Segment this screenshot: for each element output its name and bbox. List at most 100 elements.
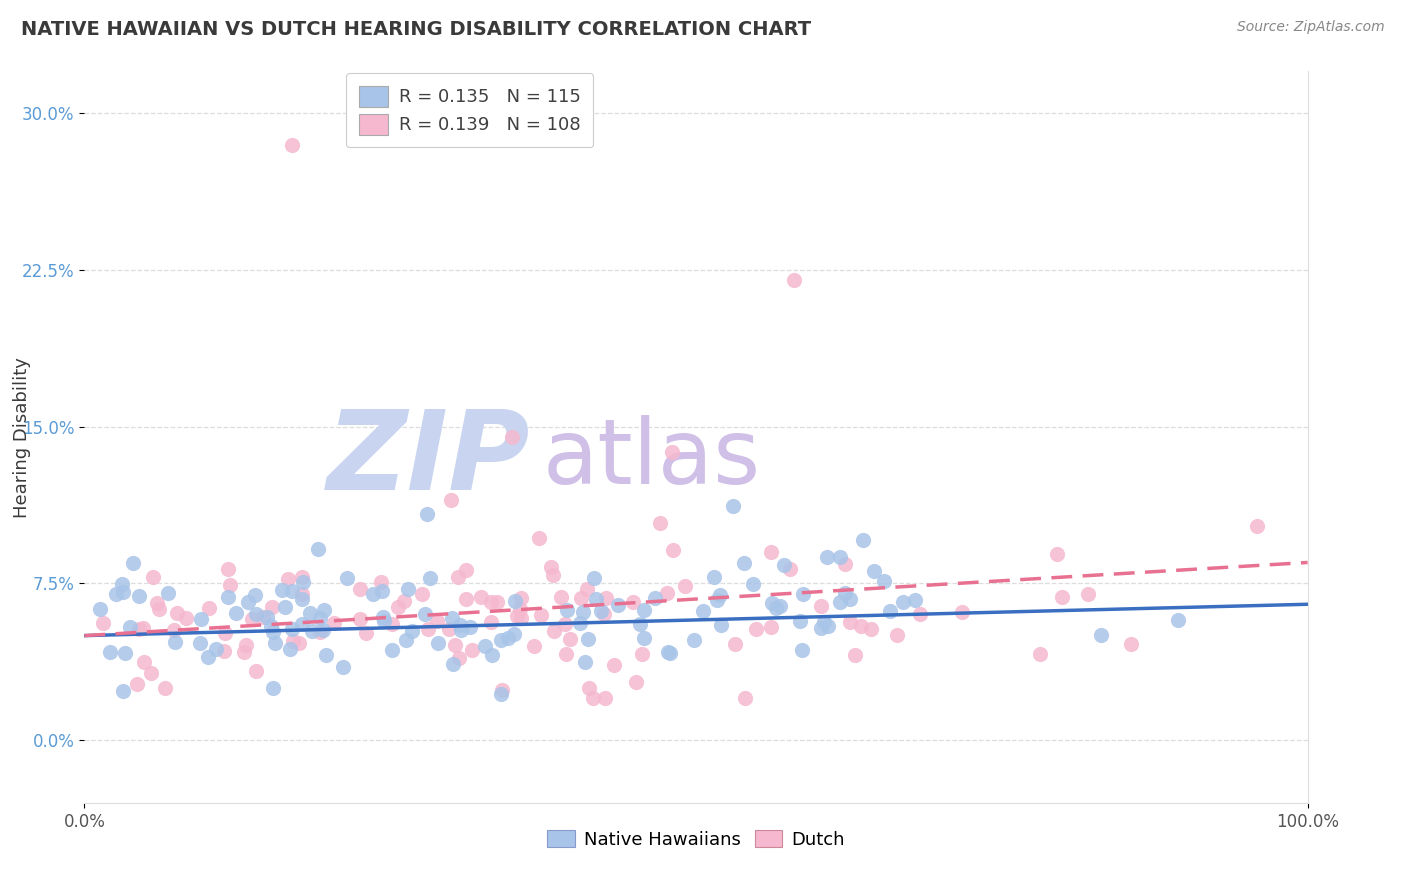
Point [810,621,832,635]
Point [554,617,576,632]
Point [509,602,531,616]
Point [89,601,111,615]
Point [576,632,599,647]
Point [828,595,851,609]
Point [859,622,882,636]
Point [569,591,592,606]
Point [479,595,502,609]
Point [709,588,731,602]
Point [506,608,529,623]
Point [426,614,449,628]
Point [132,621,155,635]
Point [449,650,471,665]
Point [236,595,259,609]
Point [461,643,484,657]
Point [98,644,121,658]
Point [1046,547,1069,561]
Point [288,636,311,650]
Point [481,648,503,662]
Point [541,568,564,582]
Point [863,564,886,578]
Point [447,569,470,583]
Point [592,607,614,621]
Point [290,591,312,606]
Point [245,607,267,621]
Point [392,594,415,608]
Point [761,596,783,610]
Point [779,562,801,576]
Point [474,639,496,653]
Point [908,607,931,622]
Point [174,611,197,625]
Point [142,569,165,583]
Point [783,273,806,287]
Point [291,616,314,631]
Point [721,499,744,513]
Point [683,633,706,648]
Point [745,622,768,636]
Point [323,615,346,630]
Point [470,591,492,605]
Point [349,612,371,626]
Point [450,623,472,637]
Point [301,624,323,638]
Point [891,595,914,609]
Point [792,587,814,601]
Point [456,592,478,607]
Point [416,508,439,522]
Point [703,570,725,584]
Point [769,599,792,613]
Point [349,582,371,597]
Text: 108: 108 [554,127,592,145]
Point [648,516,671,531]
Text: NATIVE HAWAIIAN VS DUTCH HEARING DISABILITY CORRELATION CHART: NATIVE HAWAIIAN VS DUTCH HEARING DISABIL… [21,20,811,38]
Point [354,625,377,640]
Point [401,624,423,639]
Point [139,666,162,681]
Point [852,533,875,547]
Point [260,619,283,633]
Point [291,587,314,601]
Point [810,599,832,613]
Point [127,677,149,691]
Point [312,603,335,617]
Point [759,545,782,559]
Point [156,586,179,600]
Point [298,606,321,620]
Point [572,605,595,619]
Point [1050,590,1073,604]
Point [262,624,284,639]
Point [886,627,908,641]
Point [834,557,856,571]
Point [427,636,450,650]
Point [633,603,655,617]
Text: Source: ZipAtlas.com: Source: ZipAtlas.com [1237,20,1385,34]
Point [262,681,284,695]
Point [128,589,150,603]
Point [574,655,596,669]
Point [190,612,212,626]
Point [404,106,426,120]
Point [595,691,617,706]
Point [373,610,395,624]
Point [245,664,267,678]
Point [724,637,747,651]
Point [148,602,170,616]
Point [111,683,134,698]
Point [371,583,394,598]
Point [710,617,733,632]
Point [114,646,136,660]
Point [489,632,512,647]
Point [759,620,782,634]
Point [309,624,332,639]
Point [264,636,287,650]
Point [315,648,337,662]
Point [844,648,866,662]
Point [419,571,441,585]
Point [576,582,599,596]
Point [624,674,647,689]
Point [621,595,644,609]
Point [631,648,654,662]
Point [437,622,460,636]
Text: 115: 115 [554,90,592,108]
